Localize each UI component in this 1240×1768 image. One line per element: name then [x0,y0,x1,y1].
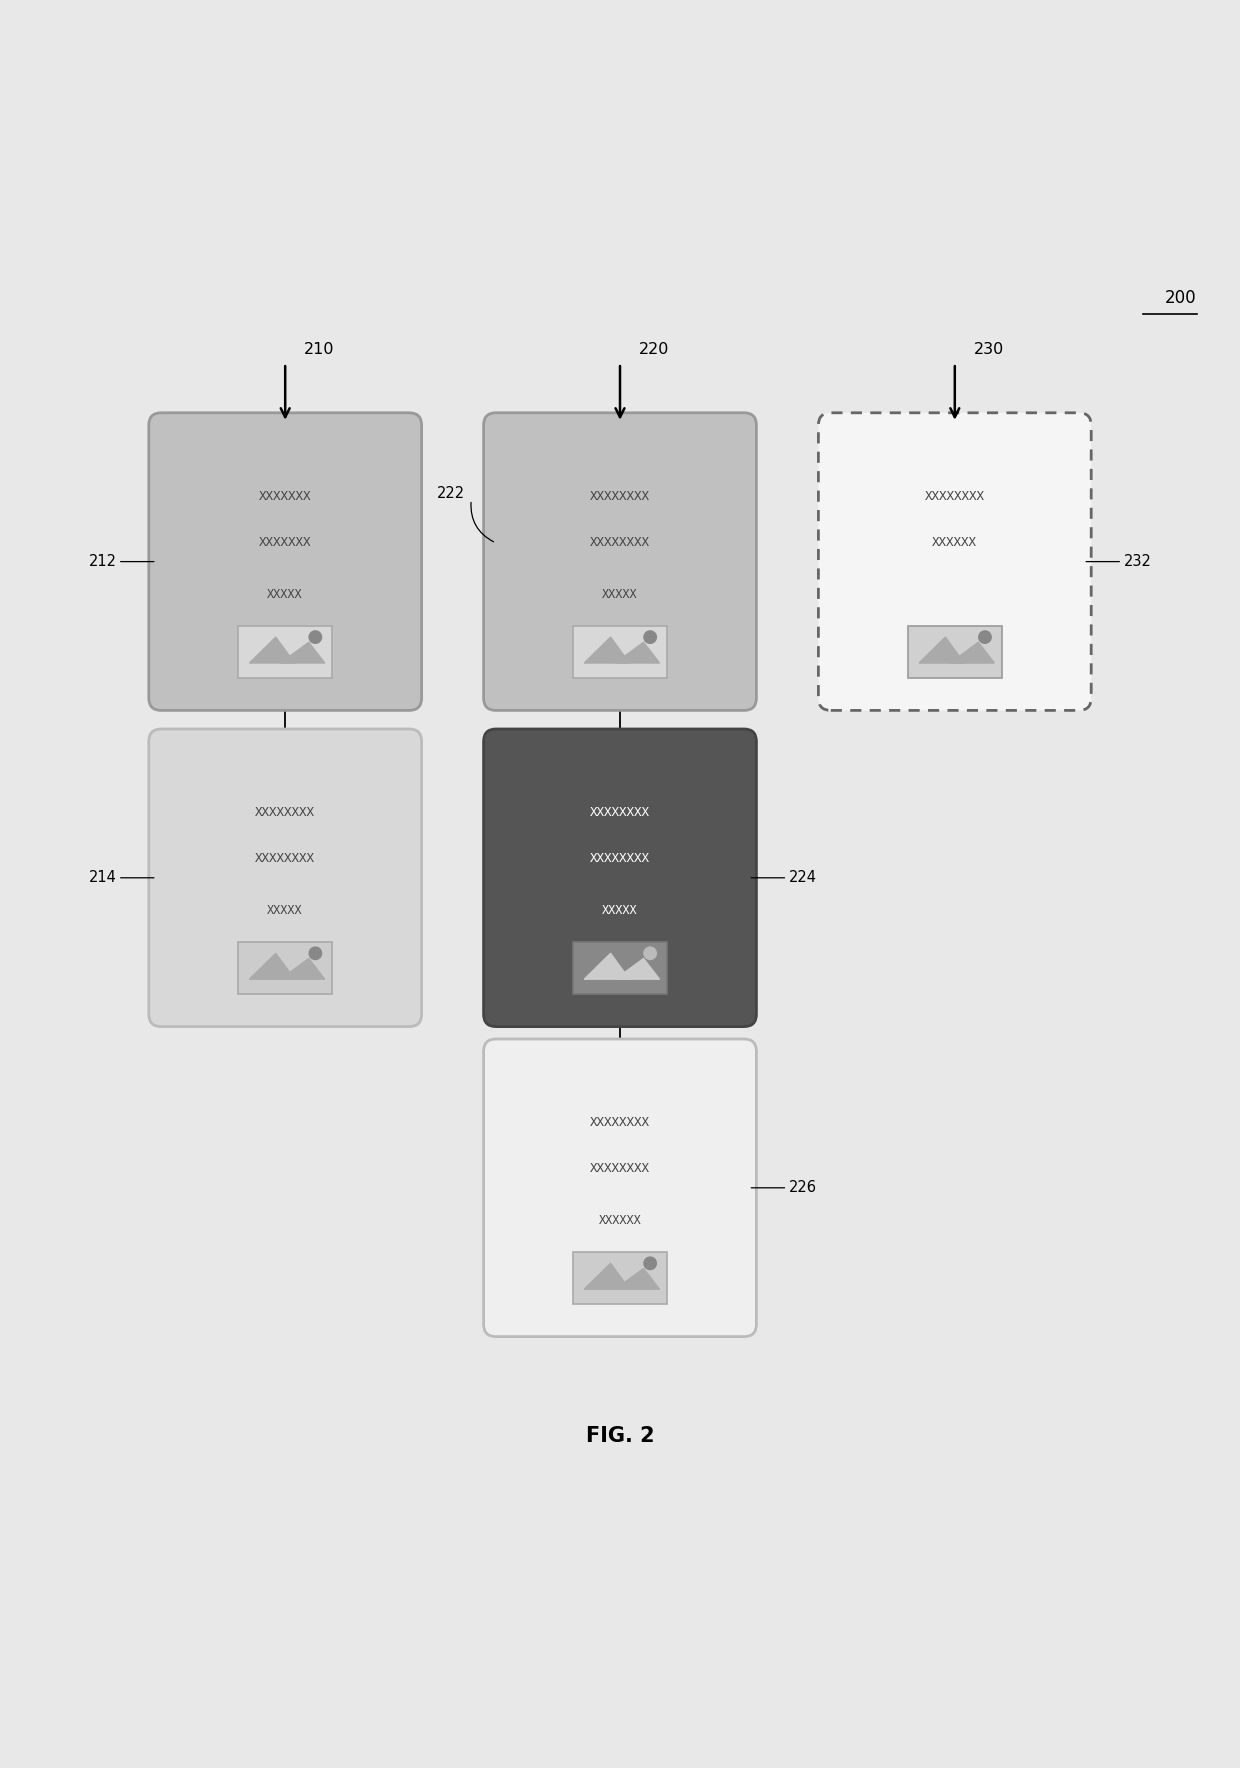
Text: XXXXXXXX: XXXXXXXX [590,536,650,550]
Polygon shape [615,958,660,979]
Text: 214: 214 [89,870,117,886]
Text: XXXXXXXX: XXXXXXXX [590,806,650,819]
Polygon shape [584,1264,630,1289]
FancyBboxPatch shape [573,942,667,994]
Text: XXXXXXX: XXXXXXX [259,536,311,550]
Polygon shape [280,958,325,979]
Text: XXXXXXXX: XXXXXXXX [925,490,985,502]
FancyBboxPatch shape [573,626,667,677]
Text: 226: 226 [789,1181,817,1195]
Text: XXXXXXX: XXXXXXX [259,490,311,502]
Circle shape [644,1257,656,1269]
Circle shape [644,948,656,960]
Text: XXXXX: XXXXX [268,587,303,601]
FancyBboxPatch shape [484,1040,756,1337]
Text: 220: 220 [639,341,668,357]
Text: XXXXXXXX: XXXXXXXX [590,1116,650,1128]
Text: XXXXX: XXXXX [603,903,637,918]
Circle shape [309,631,321,644]
Polygon shape [950,642,994,663]
FancyBboxPatch shape [908,626,1002,677]
Text: XXXXXX: XXXXXX [932,536,977,550]
Text: 222: 222 [436,486,465,500]
Text: XXXXXX: XXXXXX [599,1215,641,1227]
Polygon shape [584,636,630,663]
Text: XXXXX: XXXXX [603,587,637,601]
Polygon shape [280,642,325,663]
Polygon shape [249,953,295,979]
FancyBboxPatch shape [149,728,422,1027]
Polygon shape [919,636,965,663]
Polygon shape [615,642,660,663]
Text: XXXXX: XXXXX [268,903,303,918]
Circle shape [309,948,321,960]
Polygon shape [249,636,295,663]
Circle shape [644,631,656,644]
Polygon shape [615,1268,660,1289]
Text: XXXXXXXX: XXXXXXXX [255,806,315,819]
Polygon shape [584,953,630,979]
FancyBboxPatch shape [484,412,756,711]
Text: 212: 212 [88,553,117,569]
Text: 230: 230 [973,341,1003,357]
FancyBboxPatch shape [573,1252,667,1303]
Text: 210: 210 [304,341,335,357]
FancyBboxPatch shape [149,412,422,711]
Circle shape [978,631,991,644]
Text: 224: 224 [789,870,817,886]
FancyBboxPatch shape [238,942,332,994]
Text: XXXXXXXX: XXXXXXXX [590,852,650,865]
Text: 200: 200 [1164,290,1197,308]
FancyBboxPatch shape [818,412,1091,711]
Text: XXXXXXXX: XXXXXXXX [255,852,315,865]
Text: 232: 232 [1123,553,1151,569]
Text: XXXXXXXX: XXXXXXXX [590,1162,650,1176]
Text: XXXXXXXX: XXXXXXXX [590,490,650,502]
FancyBboxPatch shape [238,626,332,677]
Text: FIG. 2: FIG. 2 [585,1425,655,1446]
FancyBboxPatch shape [484,728,756,1027]
